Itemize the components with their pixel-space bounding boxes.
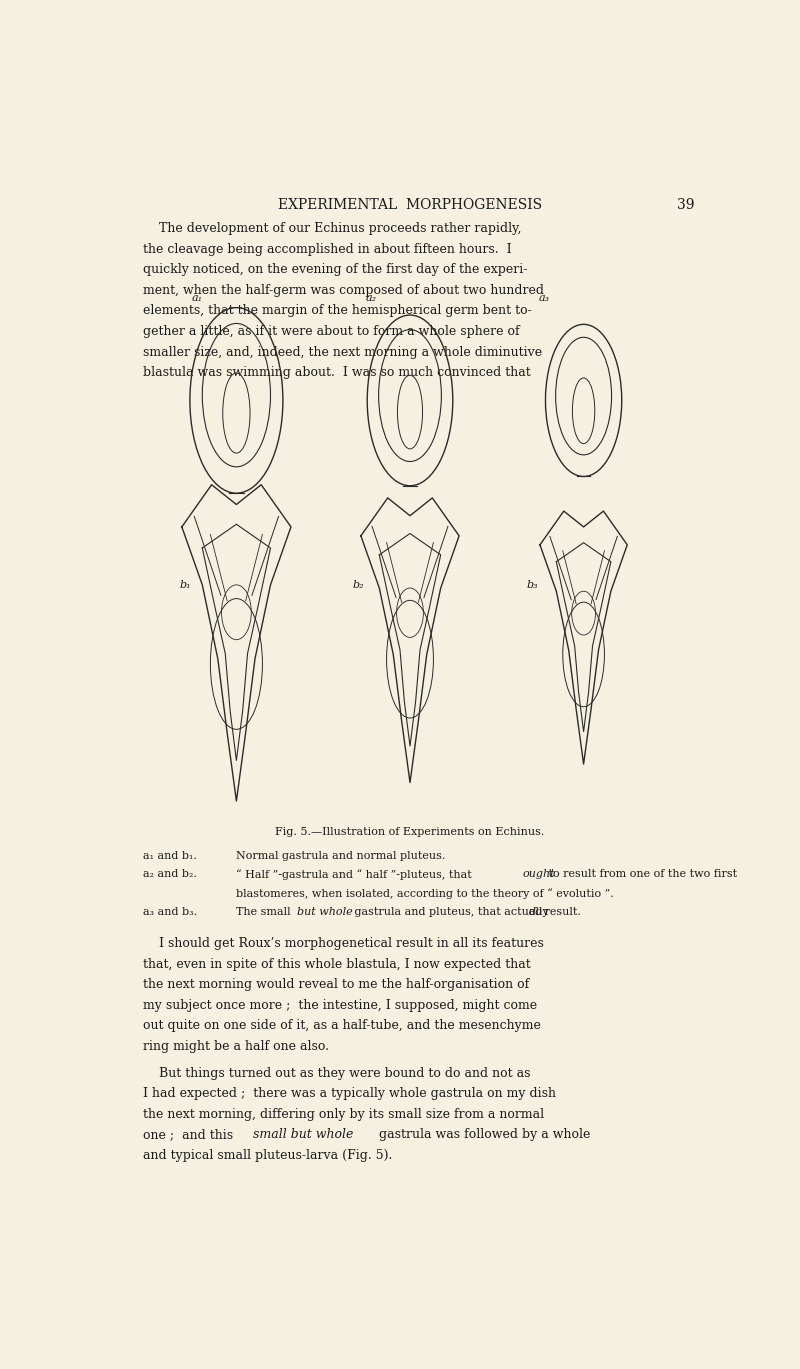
Text: quickly noticed, on the evening of the first day of the experi-: quickly noticed, on the evening of the f…	[143, 263, 528, 277]
Text: smaller size, and, indeed, the next morning a whole diminutive: smaller size, and, indeed, the next morn…	[143, 345, 542, 359]
Text: EXPERIMENTAL  MORPHOGENESIS: EXPERIMENTAL MORPHOGENESIS	[278, 199, 542, 212]
Text: elements, that the margin of the hemispherical germ bent to-: elements, that the margin of the hemisph…	[143, 304, 532, 318]
Text: but whole: but whole	[297, 908, 353, 917]
Text: The development of our Echinus proceeds rather rapidly,: The development of our Echinus proceeds …	[143, 222, 522, 235]
Text: one ;  and this: one ; and this	[143, 1128, 238, 1142]
Text: result.: result.	[542, 908, 582, 917]
Text: the cleavage being accomplished in about fifteen hours.  I: the cleavage being accomplished in about…	[143, 242, 512, 256]
Text: b₁: b₁	[179, 580, 191, 590]
Text: a₁: a₁	[192, 293, 203, 304]
Text: a₁ and b₁.: a₁ and b₁.	[143, 850, 198, 861]
Text: I had expected ;  there was a typically whole gastrula on my dish: I had expected ; there was a typically w…	[143, 1087, 557, 1101]
Text: ought: ought	[523, 869, 555, 879]
Text: my subject once more ;  the intestine, I supposed, might come: my subject once more ; the intestine, I …	[143, 998, 538, 1012]
Text: the next morning, differing only by its small size from a normal: the next morning, differing only by its …	[143, 1108, 545, 1121]
Text: that, even in spite of this whole blastula, I now expected that: that, even in spite of this whole blastu…	[143, 957, 531, 971]
Text: the next morning would reveal to me the half-organisation of: the next morning would reveal to me the …	[143, 977, 530, 991]
Text: small but whole: small but whole	[253, 1128, 354, 1142]
Text: gastrula and pluteus, that actually: gastrula and pluteus, that actually	[351, 908, 552, 917]
Text: a₃: a₃	[539, 293, 550, 304]
Text: gastrula was followed by a whole: gastrula was followed by a whole	[374, 1128, 590, 1142]
Text: to result from one of the two first: to result from one of the two first	[545, 869, 738, 879]
Text: But things turned out as they were bound to do and not as: But things turned out as they were bound…	[143, 1066, 531, 1080]
Text: blastula was swimming about.  I was so much convinced that: blastula was swimming about. I was so mu…	[143, 366, 531, 379]
Text: “ Half ”-gastrula and “ half ”-pluteus, that: “ Half ”-gastrula and “ half ”-pluteus, …	[237, 869, 476, 880]
Text: gether a little, as if it were about to form a whole sphere of: gether a little, as if it were about to …	[143, 324, 520, 338]
Text: Normal gastrula and normal pluteus.: Normal gastrula and normal pluteus.	[237, 850, 446, 861]
Text: The small: The small	[237, 908, 294, 917]
Text: I should get Roux’s morphogenetical result in all its features: I should get Roux’s morphogenetical resu…	[143, 936, 544, 950]
Text: a₂ and b₂.: a₂ and b₂.	[143, 869, 198, 879]
Text: do: do	[529, 908, 543, 917]
Text: ring might be a half one also.: ring might be a half one also.	[143, 1039, 330, 1053]
Text: 39: 39	[677, 199, 694, 212]
Text: blastomeres, when isolated, according to the theory of “ evolutio ”.: blastomeres, when isolated, according to…	[237, 888, 614, 899]
Text: out quite on one side of it, as a half-tube, and the mesenchyme: out quite on one side of it, as a half-t…	[143, 1019, 542, 1032]
Text: Fig. 5.—Illustration of Experiments on Echinus.: Fig. 5.—Illustration of Experiments on E…	[275, 827, 545, 838]
Text: ment, when the half-germ was composed of about two hundred: ment, when the half-germ was composed of…	[143, 283, 544, 297]
Text: b₃: b₃	[526, 580, 538, 590]
Text: b₂: b₂	[353, 580, 365, 590]
Text: a₃ and b₃.: a₃ and b₃.	[143, 908, 198, 917]
Text: a₂: a₂	[366, 293, 377, 304]
Text: and typical small pluteus-larva (Fig. 5).: and typical small pluteus-larva (Fig. 5)…	[143, 1149, 393, 1162]
